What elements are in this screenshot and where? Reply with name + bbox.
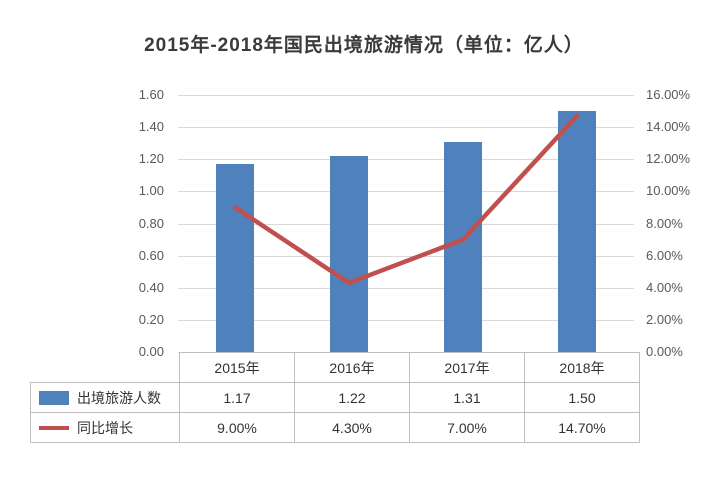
category-row: 2015年 2016年 2017年 2018年 (31, 352, 640, 383)
left-axis: 1.60 1.40 1.20 1.00 0.80 0.60 0.40 0.20 0.00 (0, 87, 164, 359)
chart-title: 2015年-2018年国民出境旅游情况（单位：亿人） (144, 35, 584, 56)
gridline (178, 287, 634, 289)
value-cell-bar-2015年: 1.17 (179, 382, 295, 413)
value-cell-bar-2016年: 1.22 (294, 382, 410, 413)
bar-2015年 (216, 164, 254, 352)
value-cell-line-2018年: 14.70% (524, 412, 640, 443)
value-cell-line-2015年: 9.00% (179, 412, 295, 443)
right-axis-tick-label: 2.00% (646, 311, 683, 327)
legend-item: 同比增长 (31, 418, 179, 438)
gridline (178, 127, 634, 129)
bar-2016年 (330, 156, 368, 352)
right-axis: 16.00% 14.00% 12.00% 10.00% 8.00% 6.00% 4.00% 2… (646, 87, 726, 359)
legend-label: 同比增长 (77, 419, 133, 436)
right-axis-tick-label: 14.00% (646, 119, 691, 135)
gridline (178, 95, 634, 96)
series-row-line: 同比增长 9.00% 4.30% 7.00% 14.70% (30, 412, 640, 443)
left-axis-tick-label: 0.40 (138, 279, 164, 295)
left-axis-tick-label: 1.60 (138, 87, 164, 102)
value-cell-bar-2018年: 1.50 (524, 382, 640, 413)
legend-cell-line: 同比增长 (30, 412, 180, 443)
gridline (178, 255, 634, 257)
right-axis-tick-label: 10.00% (646, 183, 691, 199)
value-cell-bar-2017年: 1.31 (409, 382, 525, 413)
legend-cell-bar: 出境旅游人数 (30, 382, 180, 413)
growth-line-layer (232, 113, 580, 286)
legend-label: 出境旅游人数 (77, 389, 161, 406)
gridline (178, 223, 634, 225)
category-label: 2016年 (294, 352, 410, 383)
left-axis-tick-label: 0.80 (138, 215, 164, 231)
left-axis-tick-label: 1.20 (138, 151, 164, 167)
value-cell-line-2016年: 4.30% (294, 412, 410, 443)
series-row-bar: 出境旅游人数 1.17 1.22 1.31 1.50 (30, 382, 640, 413)
left-axis-tick-label: 0.60 (138, 247, 164, 263)
bar-2018年 (558, 111, 596, 352)
left-axis-tick-label: 0.20 (138, 311, 164, 327)
right-axis-tick-label: 12.00% (646, 151, 691, 167)
legend-item: 出境旅游人数 (31, 388, 179, 408)
table-corner-blank (31, 353, 180, 383)
right-axis-tick-label: 4.00% (646, 279, 683, 295)
left-axis-tick-label: 1.40 (138, 119, 164, 135)
right-axis-tick-label: 8.00% (646, 215, 683, 231)
left-axis-tick-label: 0.00 (138, 344, 164, 359)
category-label: 2018年 (524, 352, 640, 383)
data-table: 2015年 2016年 2017年 2018年出境旅游人数 1.17 1.22 1.31 1.… (30, 352, 640, 443)
legend-bar-swatch-icon (39, 390, 69, 405)
category-label: 2017年 (409, 352, 525, 383)
plot-area (178, 95, 634, 353)
value-cell-line-2017年: 7.00% (409, 412, 525, 443)
category-label: 2015年 (179, 352, 295, 383)
legend-line-swatch-icon (39, 425, 69, 430)
right-axis-tick-label: 6.00% (646, 247, 683, 263)
right-axis-tick-label: 16.00% (646, 87, 691, 102)
right-axis-tick-label: 0.00% (646, 344, 683, 359)
growth-line (232, 113, 580, 286)
gridline (178, 159, 634, 161)
gridline (178, 191, 634, 193)
left-axis-tick-label: 1.00 (138, 183, 164, 199)
gridline (178, 319, 634, 321)
